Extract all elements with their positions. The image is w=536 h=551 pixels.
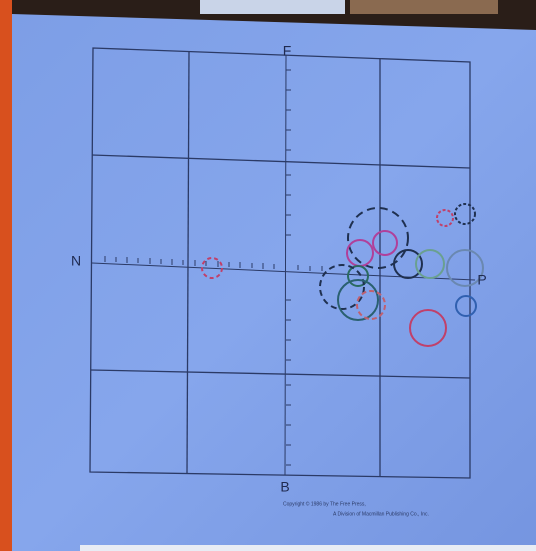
label-top: F — [283, 43, 292, 59]
label-left: N — [71, 253, 81, 269]
bottom-bar — [80, 545, 536, 551]
photo: F B N P Copyright © 1986 by The Free Pre… — [0, 0, 536, 551]
label-right: P — [477, 272, 486, 288]
page: F B N P Copyright © 1986 by The Free Pre… — [0, 0, 536, 551]
label-bottom: B — [280, 479, 289, 495]
orange-edge — [0, 0, 12, 551]
copyright: Copyright © 1986 by The Free Press, — [283, 500, 366, 507]
copyright: A Division of Macmillan Publishing Co., … — [333, 511, 429, 517]
overlay-video — [350, 0, 498, 14]
overlay-window — [200, 0, 345, 14]
